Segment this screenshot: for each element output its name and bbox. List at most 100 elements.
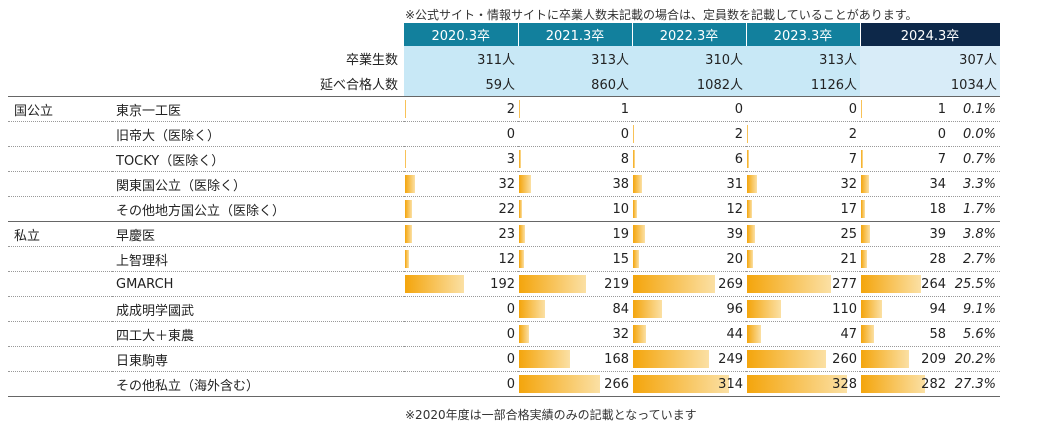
count-cell: 2 [632, 121, 746, 147]
table-row: GMARCH 192 219 269 277 264 25.5% [8, 271, 1000, 297]
top-note: ※公式サイト・情報サイトに卒業人数未記載の場合は、定員数を記載していることがあり… [405, 8, 918, 22]
count-value: 34 [929, 176, 946, 192]
count-value: 32 [612, 326, 629, 342]
count-bar [633, 300, 662, 318]
count-value: 260 [832, 351, 857, 367]
count-cell: 28 [860, 246, 949, 272]
count-cell: 266 [518, 371, 632, 397]
count-cell: 44 [632, 321, 746, 347]
count-bar [747, 150, 749, 168]
count-cell: 168 [518, 346, 632, 372]
count-value: 168 [604, 351, 629, 367]
count-value: 277 [832, 276, 857, 292]
graduates-value: 311人 [404, 46, 518, 71]
year-header-2022: 2022.3卒 [632, 23, 747, 46]
count-bar [633, 175, 642, 193]
count-bar [519, 225, 525, 243]
year-header-2024: 2024.3卒 [860, 23, 1001, 46]
count-bar [747, 175, 757, 193]
count-cell: 314 [632, 371, 746, 397]
count-cell: 32 [746, 171, 860, 197]
count-value: 0 [506, 376, 515, 392]
count-value: 2 [848, 126, 857, 142]
count-value: 0 [848, 101, 857, 117]
count-value: 31 [726, 176, 743, 192]
category-name: 旧帝大（医除く） [112, 121, 404, 147]
count-bar [747, 350, 826, 368]
percentage-value: 3.3% [949, 171, 1000, 197]
table-row: 日東駒専 0 168 249 260 209 20.2% [8, 346, 1000, 372]
graduates-row: 卒業生数 311人 313人 310人 313人 307人 [8, 46, 1000, 71]
count-value: 1 [937, 101, 946, 117]
table-row: 四工大＋東農 0 32 44 47 58 5.6% [8, 321, 1000, 347]
count-cell: 96 [632, 296, 746, 322]
count-value: 58 [929, 326, 946, 342]
count-cell: 0 [404, 346, 518, 372]
count-cell: 7 [860, 146, 949, 172]
count-bar [405, 275, 464, 293]
count-bar [861, 325, 874, 343]
count-cell: 22 [404, 197, 518, 222]
count-cell: 20 [632, 246, 746, 272]
count-cell: 2 [746, 121, 860, 147]
count-cell: 10 [518, 197, 632, 222]
count-value: 23 [498, 226, 515, 242]
table-row: 成成明学國武 0 84 96 110 94 9.1% [8, 296, 1000, 322]
count-cell: 32 [404, 171, 518, 197]
table-row: TOCKY（医除く） 3 8 6 7 7 0.7% [8, 146, 1000, 172]
count-value: 0 [734, 101, 743, 117]
count-value: 7 [848, 151, 857, 167]
count-value: 21 [840, 251, 857, 267]
count-bar [519, 375, 600, 393]
count-value: 96 [726, 301, 743, 317]
count-value: 249 [718, 351, 743, 367]
count-cell: 12 [404, 246, 518, 272]
category-name: 四工大＋東農 [112, 321, 404, 347]
results-table: 2020.3卒 2021.3卒 2022.3卒 2023.3卒 2024.3卒 … [8, 23, 1001, 397]
count-cell: 23 [404, 221, 518, 247]
count-cell: 25 [746, 221, 860, 247]
percentage-value: 9.1% [949, 296, 1000, 322]
count-value: 269 [718, 276, 743, 292]
percentage-value: 0.7% [949, 146, 1000, 172]
passers-value: 1126人 [746, 71, 860, 97]
count-bar [861, 175, 869, 193]
percentage-value: 2.7% [949, 246, 1000, 272]
count-bar [519, 175, 531, 193]
count-cell: 0 [518, 121, 632, 147]
year-header-2023: 2023.3卒 [746, 23, 861, 46]
percentage-value: 3.8% [949, 221, 1000, 247]
category-name: その他地方国公立（医除く） [116, 203, 286, 219]
count-bar [747, 225, 755, 243]
graduates-value: 313人 [746, 46, 860, 71]
count-cell: 32 [518, 321, 632, 347]
count-value: 0 [937, 126, 946, 142]
count-bar [861, 250, 867, 268]
count-bar [519, 275, 586, 293]
count-bar [747, 375, 847, 393]
count-bar [861, 225, 870, 243]
count-bar [405, 200, 412, 218]
count-cell: 328 [746, 371, 860, 397]
count-cell: 12 [632, 197, 746, 222]
count-bar [861, 150, 863, 168]
count-value: 32 [498, 176, 515, 192]
passers-value: 860人 [518, 71, 632, 97]
count-value: 110 [832, 301, 857, 317]
passers-row: 延べ合格人数 59人 860人 1082人 1126人 1034人 [8, 71, 1000, 97]
count-bar [861, 275, 921, 293]
count-value: 8 [620, 151, 629, 167]
category-name: 早慶医 [112, 221, 404, 247]
count-value: 282 [921, 376, 946, 392]
count-cell: 7 [746, 146, 860, 172]
count-cell: 58 [860, 321, 949, 347]
count-bar [519, 350, 570, 368]
count-bar [861, 300, 882, 318]
category-name: 東京一工医 [112, 96, 404, 122]
count-value: 1 [620, 101, 629, 117]
count-bar [633, 225, 645, 243]
count-bar [633, 150, 635, 168]
count-bar [633, 275, 715, 293]
count-cell: 34 [860, 171, 949, 197]
count-bar [861, 200, 865, 218]
